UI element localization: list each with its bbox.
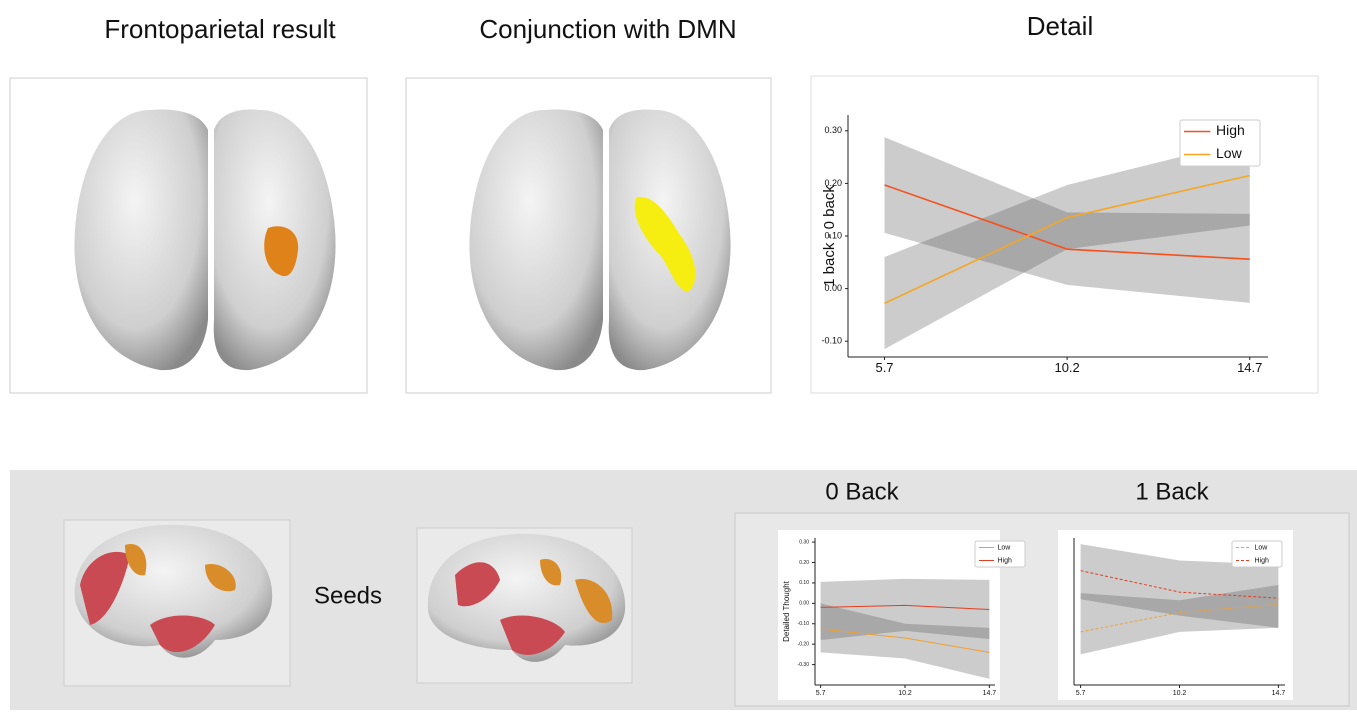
y-tick-label: -0.10 <box>798 621 810 627</box>
x-tick-label: 5.7 <box>875 360 893 375</box>
chart-title: 1 Back <box>1135 478 1209 505</box>
hemisphere <box>469 109 603 371</box>
y-tick-label: -0.30 <box>798 662 810 668</box>
series-line <box>820 604 990 610</box>
panel-title: Frontoparietal result <box>104 14 336 44</box>
seed-region <box>125 544 147 576</box>
legend-box <box>1231 540 1283 568</box>
chart-title: 0 Back <box>825 478 899 505</box>
chart-title: Detail <box>1027 11 1093 41</box>
confidence-band <box>1080 544 1279 628</box>
seed-region <box>150 615 215 653</box>
series-line <box>884 174 1250 305</box>
seed-region <box>205 564 236 592</box>
y-tick-label: 0.30 <box>799 539 809 545</box>
seed-region <box>540 559 562 586</box>
y-tick-label: 0.00 <box>824 283 842 293</box>
legend-label: High <box>1255 557 1270 564</box>
brain-panel <box>9 77 368 394</box>
y-tick-label: 0.20 <box>799 560 809 566</box>
legend-label: Low <box>1255 544 1269 551</box>
legend-label: Low <box>1216 145 1243 161</box>
y-tick-label: 0.10 <box>824 230 842 240</box>
activation <box>264 226 299 277</box>
confidence-band <box>820 603 990 679</box>
series-line <box>884 184 1250 260</box>
y-axis-label: 1 back - 0 back <box>821 185 838 287</box>
legend-label: Low <box>998 544 1012 551</box>
y-tick-label: 0.10 <box>799 580 809 586</box>
y-tick-label: 0.00 <box>799 601 809 607</box>
legend-label: High <box>998 557 1013 564</box>
y-axis-label: Detailed Thought <box>782 580 791 642</box>
x-tick-label: 10.2 <box>1173 690 1187 697</box>
x-tick-label: 5.7 <box>816 690 826 697</box>
activation <box>634 197 696 292</box>
panel-title: Conjunction with DMN <box>479 14 736 44</box>
series-line <box>820 628 990 653</box>
x-tick-label: 10.2 <box>898 690 912 697</box>
x-tick-label: 14.7 <box>983 690 997 697</box>
legend-label: High <box>1216 122 1245 138</box>
seeds-label: Seeds <box>314 582 382 609</box>
seed-region <box>455 562 500 607</box>
y-tick-label: -0.10 <box>821 336 842 346</box>
x-tick-label: 5.7 <box>1076 690 1086 697</box>
y-tick-label: 0.20 <box>824 178 842 188</box>
hemisphere <box>74 109 208 371</box>
x-tick-label: 10.2 <box>1054 360 1079 375</box>
seed-region <box>575 579 613 624</box>
seed-region <box>500 615 565 655</box>
confidence-band <box>884 137 1250 303</box>
seed-brains <box>63 519 633 687</box>
confidence-band <box>884 139 1250 350</box>
brain-panel <box>405 77 772 394</box>
series-line <box>1080 603 1279 633</box>
confidence-band <box>820 578 990 641</box>
confidence-band <box>1080 584 1279 655</box>
y-tick-label: -0.20 <box>798 641 810 647</box>
seed-region <box>80 551 130 625</box>
y-tick-label: 0.30 <box>824 125 842 135</box>
x-tick-label: 14.7 <box>1237 360 1262 375</box>
x-tick-label: 14.7 <box>1272 690 1286 697</box>
series-line <box>1080 570 1279 599</box>
